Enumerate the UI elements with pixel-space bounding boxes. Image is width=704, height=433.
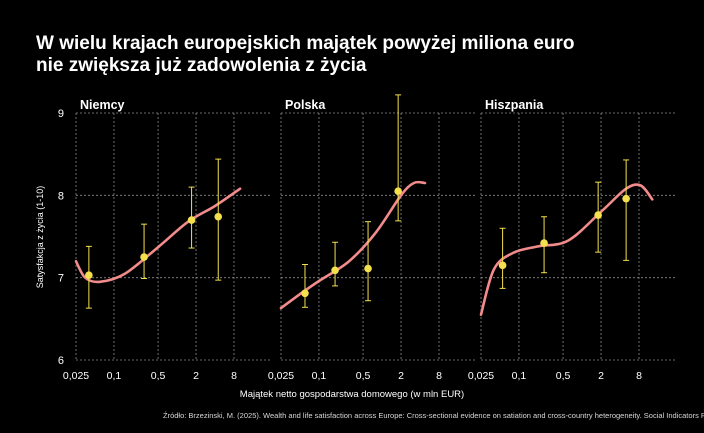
data-point [214, 212, 223, 221]
panel-title-niemcy: Niemcy [80, 98, 125, 112]
data-point [364, 264, 372, 273]
data-point [498, 261, 507, 270]
x-tick-label: 2 [598, 370, 604, 382]
x-tick-label: 0,025 [468, 370, 494, 382]
x-tick-label: 2 [193, 370, 199, 382]
x-tick-label: 8 [636, 370, 642, 382]
panel-title-polska: Polska [285, 98, 326, 112]
chart-title-line-2: nie zwiększa już zadowolenia z życia [36, 55, 367, 76]
source-note: Źródło: Brzezinski, M. (2025). Wealth an… [163, 411, 704, 420]
fit-curve-hiszpania [479, 183, 654, 316]
x-tick-label: 0,1 [107, 370, 122, 382]
x-tick-label: 8 [436, 370, 442, 382]
data-point [187, 216, 196, 224]
data-point [594, 211, 602, 219]
x-tick-label: 0,025 [268, 370, 294, 382]
x-tick-label: 0,5 [556, 370, 571, 382]
x-tick-label: 0,025 [63, 370, 89, 382]
data-point [394, 187, 402, 196]
x-tick-label: 0,1 [512, 370, 527, 382]
data-point [301, 289, 309, 298]
data-point [85, 271, 93, 279]
x-tick-label: 0,1 [312, 370, 327, 382]
y-tick-label: 8 [58, 190, 64, 202]
fit-curve-polska [279, 180, 427, 310]
y-tick-label: 6 [58, 355, 64, 367]
data-point [331, 266, 339, 275]
y-axis-label: Satysfakcja z życia (1-10) [35, 186, 45, 289]
data-point [540, 239, 548, 247]
x-tick-label: 8 [231, 370, 237, 382]
y-tick-label: 7 [58, 273, 64, 285]
panel-title-hiszpania: Hiszpania [485, 98, 544, 112]
x-tick-label: 2 [398, 370, 404, 382]
data-point [622, 194, 630, 203]
data-point [140, 253, 148, 261]
x-tick-label: 0,5 [151, 370, 166, 382]
fit-curve-niemcy [74, 187, 242, 284]
chart-title-line-1: W wielu krajach europejskich majątek pow… [36, 33, 575, 54]
x-tick-label: 0,5 [356, 370, 371, 382]
chart-title: W wielu krajach europejskich majątek pow… [36, 33, 676, 77]
x-axis-label: Majątek netto gospodarstwa domowego (w m… [240, 389, 464, 400]
y-tick-label: 9 [58, 108, 64, 120]
